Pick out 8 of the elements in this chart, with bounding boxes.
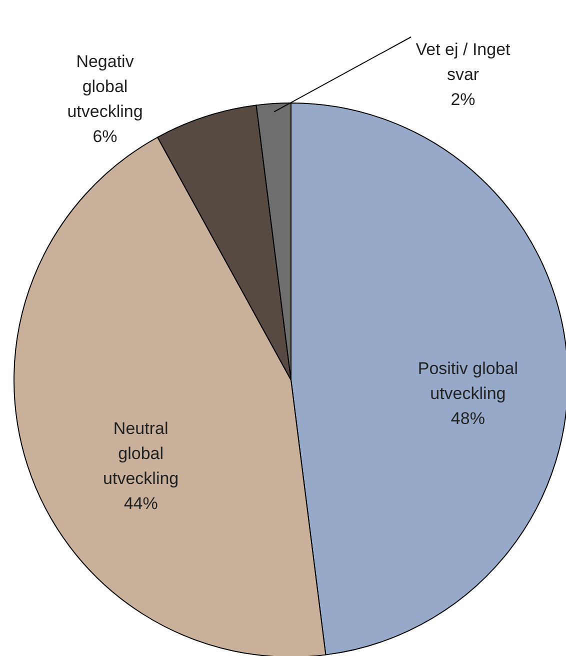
slice-label: Neutral global utveckling xyxy=(103,418,179,488)
data-label: 48% xyxy=(450,408,485,428)
data-label: 44% xyxy=(124,494,158,513)
slice-label: Positiv global utveckling xyxy=(418,358,518,403)
slice-label: Negativ global utveckling xyxy=(67,52,143,121)
data-label: 6% xyxy=(92,127,118,146)
data-label: 2% xyxy=(450,90,476,109)
slice-label: Vet ej / Inget svar xyxy=(416,40,511,84)
